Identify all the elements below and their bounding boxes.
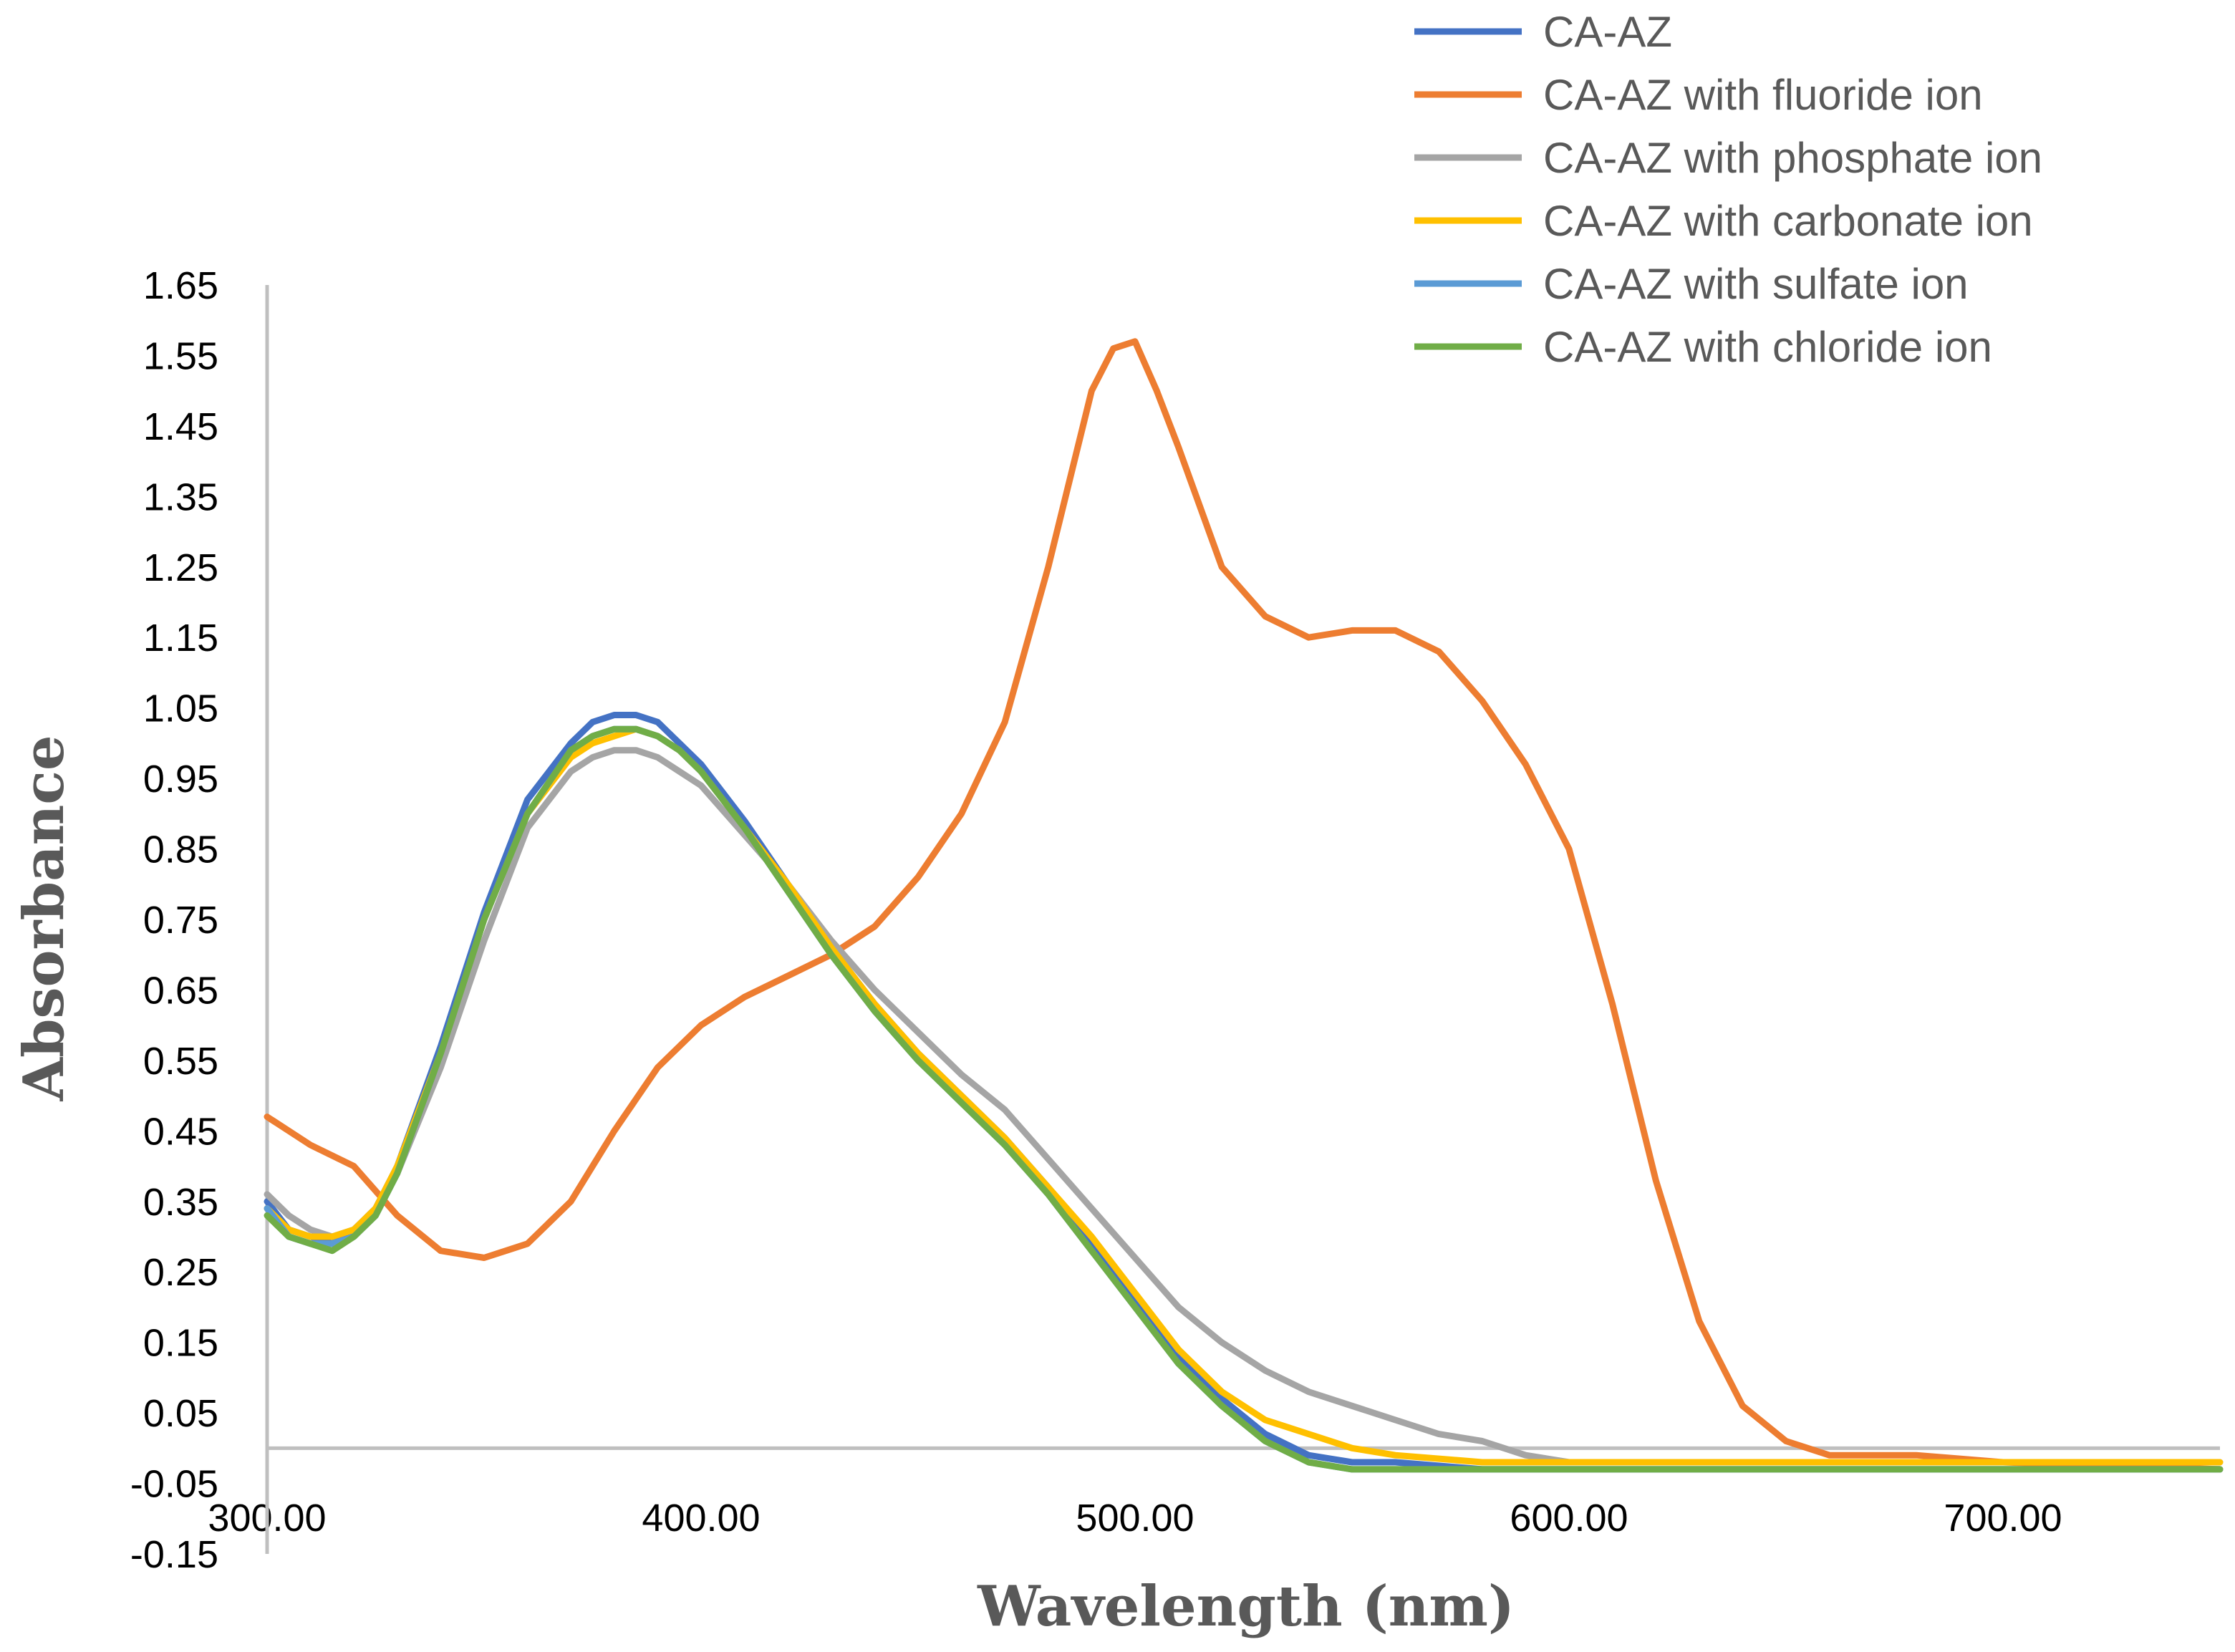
y-tick-label: 0.45	[143, 1110, 218, 1153]
y-tick-label: 1.55	[143, 334, 218, 377]
y-axis-title: Absorbance	[11, 735, 77, 1102]
x-tick-label: 700.00	[1944, 1497, 2062, 1540]
series-line-3	[264, 725, 2224, 1466]
y-tick-label: 0.55	[143, 1040, 218, 1083]
y-tick-label: 0.05	[143, 1392, 218, 1435]
legend-label: CA-AZ with chloride ion	[1543, 323, 1992, 371]
y-axis-tick-labels: 1.65 1.55 1.45 1.35 1.25 1.15 1.05 0.95 0.85 0.75…	[130, 264, 218, 1576]
series-line-5	[264, 725, 2224, 1473]
legend-label: CA-AZ with phosphate ion	[1543, 134, 2042, 182]
legend: CA-AZ CA-AZ with fluoride ion CA-AZ with p…	[1414, 8, 2042, 371]
series-lines	[264, 338, 2224, 1473]
y-tick-label: -0.15	[130, 1533, 218, 1576]
y-tick-label: 1.35	[143, 475, 218, 518]
y-tick-label: 0.95	[143, 758, 218, 801]
x-axis-title: Wavelength (nm)	[977, 1574, 1515, 1639]
legend-label: CA-AZ with fluoride ion	[1543, 71, 1983, 119]
y-tick-label: 0.85	[143, 829, 218, 871]
y-tick-label: 1.25	[143, 546, 218, 589]
y-tick-label: 0.35	[143, 1181, 218, 1224]
y-tick-label: 1.15	[143, 617, 218, 660]
y-tick-label: 1.45	[143, 405, 218, 448]
x-tick-label: 600.00	[1510, 1497, 1628, 1540]
series-line-1	[264, 338, 2224, 1473]
y-tick-label: 0.15	[143, 1322, 218, 1365]
y-tick-label: 0.65	[143, 969, 218, 1012]
y-tick-label: 1.05	[143, 687, 218, 730]
y-tick-label: 0.25	[143, 1251, 218, 1294]
legend-label: CA-AZ with sulfate ion	[1543, 260, 1969, 308]
y-tick-label: -0.05	[130, 1463, 218, 1506]
x-axis-tick-labels: 300.00 400.00 500.00 600.00 700.00	[208, 1497, 2062, 1540]
y-tick-label: 0.75	[143, 899, 218, 942]
legend-label: CA-AZ	[1543, 8, 1672, 56]
x-tick-label: 500.00	[1076, 1497, 1194, 1540]
legend-label: CA-AZ with carbonate ion	[1543, 197, 2033, 245]
series-line-2	[264, 747, 2224, 1466]
y-tick-label: 1.65	[143, 264, 218, 307]
x-tick-label: 400.00	[642, 1497, 760, 1540]
